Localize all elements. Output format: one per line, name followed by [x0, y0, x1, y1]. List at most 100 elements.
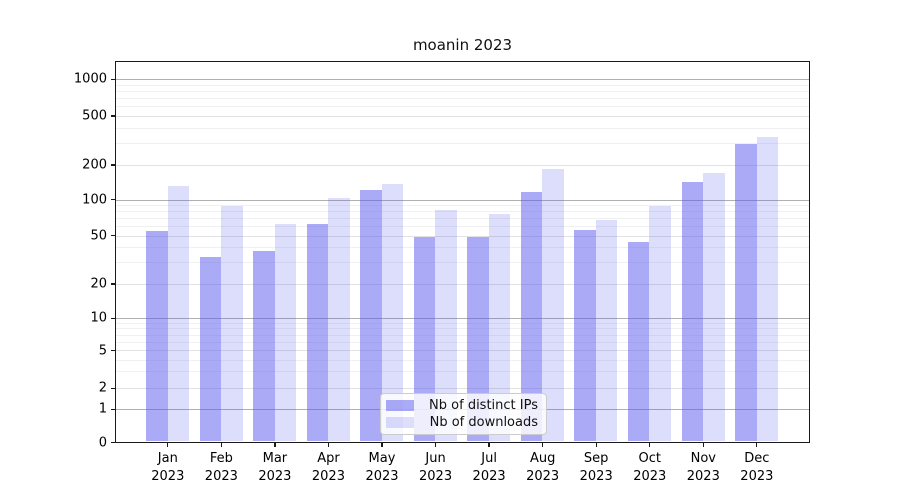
plot-area: [115, 61, 810, 443]
x-tick-mark-aug: [542, 443, 544, 447]
x-tick-label-may: May 2023: [365, 451, 399, 484]
gridline-minor-6: [116, 341, 809, 343]
bar-jun-downloads: [435, 209, 457, 442]
x-tick-label-mar: Mar 2023: [258, 451, 292, 484]
y-tick-mark-1: [110, 408, 115, 410]
gridline-minor-3: [116, 371, 809, 373]
x-tick-label-feb: Feb 2023: [204, 451, 238, 484]
bar-dec-distinct-ips: [735, 143, 757, 442]
bar-dec-downloads: [756, 137, 779, 442]
x-tick-label-jul: Jul 2023: [472, 451, 506, 484]
gridline-minor-4: [116, 359, 809, 361]
bar-jul-downloads: [488, 213, 511, 442]
y-tick-label-500: 500: [82, 108, 107, 124]
bar-apr-distinct-ips: [306, 224, 329, 442]
gridline-minor-5: [116, 350, 809, 352]
bar-oct-distinct-ips: [627, 242, 650, 442]
x-tick-mark-oct: [649, 443, 651, 447]
legend-item-distinct-ips: Nb of distinct IPs: [386, 397, 538, 414]
x-tick-mark-mar: [274, 443, 276, 447]
bar-aug-distinct-ips: [520, 191, 543, 442]
gridline-major-10: [116, 318, 809, 319]
x-tick-mark-apr: [327, 443, 330, 447]
bar-sep-downloads: [595, 220, 618, 442]
gridline-minor-400: [116, 127, 809, 129]
legend: Nb of distinct IPs Nb of downloads: [380, 393, 547, 435]
y-tick-label-0: 0: [98, 435, 107, 451]
x-tick-mark-may: [381, 443, 383, 447]
x-tick-mark-jun: [434, 443, 437, 447]
bar-nov-distinct-ips: [681, 182, 703, 442]
legend-swatch-downloads: [386, 417, 414, 429]
chart-title: moanin 2023: [412, 36, 513, 54]
x-tick-label-jan: Jan 2023: [151, 451, 185, 484]
gridline-major-100: [116, 199, 809, 201]
bar-oct-downloads: [649, 205, 671, 442]
gridline-minor-80: [116, 211, 809, 213]
x-tick-label-aug: Aug 2023: [526, 451, 560, 484]
x-tick-mark-nov: [702, 443, 704, 447]
bar-jun-distinct-ips: [413, 236, 436, 442]
gridline-minor-50: [116, 235, 809, 237]
gridline-minor-20: [116, 283, 809, 285]
gridline-minor-7: [116, 334, 809, 336]
legend-swatch-distinct-ips: [386, 399, 414, 411]
x-tick-label-dec: Dec 2023: [740, 451, 774, 484]
y-tick-label-5: 5: [98, 343, 107, 359]
x-tick-mark-sep: [595, 443, 597, 447]
gridline-minor-8: [116, 328, 809, 330]
bar-mar-distinct-ips: [253, 251, 275, 442]
legend-item-downloads: Nb of downloads: [386, 414, 538, 431]
bar-aug-downloads: [542, 169, 564, 442]
y-tick-mark-200: [110, 164, 115, 166]
x-tick-mark-jul: [488, 443, 490, 447]
gridline-minor-600: [116, 106, 809, 108]
y-tick-label-10: 10: [90, 310, 107, 326]
gridline-minor-500: [116, 115, 809, 117]
y-tick-mark-5: [110, 350, 115, 352]
y-tick-label-50: 50: [90, 228, 107, 244]
bar-nov-downloads: [703, 172, 725, 442]
bar-feb-downloads: [221, 206, 243, 442]
gridline-minor-700: [116, 97, 809, 99]
bar-mar-downloads: [274, 224, 297, 442]
gridline-minor-40: [116, 247, 809, 249]
x-tick-label-sep: Sep 2023: [579, 451, 613, 484]
gridline-major-1000: [116, 79, 809, 80]
bar-feb-distinct-ips: [199, 257, 222, 442]
x-tick-label-oct: Oct 2023: [633, 451, 667, 484]
gridline-minor-800: [116, 90, 809, 92]
y-tick-mark-1000: [110, 78, 115, 80]
legend-label-distinct-ips: Nb of distinct IPs: [429, 397, 538, 413]
gridline-minor-2: [116, 388, 809, 389]
y-tick-label-2: 2: [98, 380, 107, 396]
y-tick-mark-100: [110, 199, 115, 201]
gridline-minor-90: [116, 204, 809, 206]
gridline-minor-200: [116, 164, 809, 166]
y-tick-mark-10: [110, 317, 115, 319]
gridline-minor-70: [116, 218, 809, 220]
bar-jul-distinct-ips: [467, 236, 489, 442]
bar-jan-downloads: [167, 186, 189, 442]
y-tick-label-200: 200: [82, 157, 107, 173]
legend-label-downloads: Nb of downloads: [429, 415, 538, 431]
gridline-minor-30: [116, 262, 809, 264]
y-tick-mark-20: [110, 283, 115, 285]
gridline-minor-300: [116, 143, 809, 145]
bar-jan-distinct-ips: [146, 230, 168, 442]
bar-may-distinct-ips: [360, 189, 382, 442]
x-tick-label-apr: Apr 2023: [311, 451, 345, 484]
x-tick-label-jun: Jun 2023: [419, 451, 453, 484]
y-tick-mark-50: [110, 235, 115, 237]
y-tick-mark-0: [110, 442, 115, 444]
y-tick-mark-500: [110, 115, 115, 117]
y-tick-label-1: 1: [98, 401, 107, 417]
x-tick-label-nov: Nov 2023: [686, 451, 720, 484]
x-tick-mark-dec: [756, 443, 758, 447]
gridline-minor-900: [116, 84, 809, 86]
x-tick-mark-feb: [220, 443, 222, 447]
y-tick-mark-2: [110, 387, 115, 389]
y-tick-label-1000: 1000: [73, 71, 107, 87]
y-tick-label-100: 100: [82, 192, 107, 208]
